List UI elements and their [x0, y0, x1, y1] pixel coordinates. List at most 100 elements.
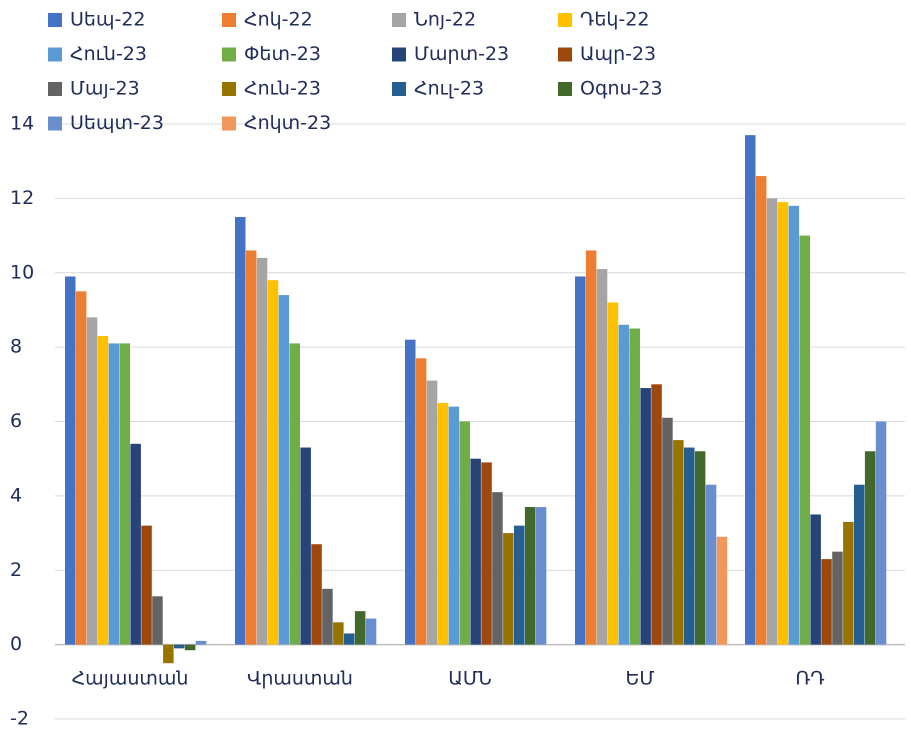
bar — [640, 388, 651, 645]
bar — [426, 380, 438, 645]
bar — [745, 135, 756, 645]
legend-swatch — [222, 47, 236, 62]
bar — [788, 205, 800, 645]
bar — [777, 202, 789, 645]
bar — [694, 451, 706, 645]
legend-label: Հոկտ-23 — [244, 112, 331, 134]
bar — [163, 644, 174, 664]
legend-swatch — [48, 47, 62, 62]
bar — [629, 328, 640, 645]
y-tick-label: 0 — [10, 633, 22, 655]
y-tick-label: 10 — [10, 261, 34, 283]
bar — [607, 302, 619, 645]
bar — [875, 421, 887, 645]
bar — [415, 358, 427, 645]
bar — [459, 421, 470, 645]
bar — [673, 440, 684, 645]
y-tick-label: 6 — [10, 410, 22, 432]
bar — [65, 276, 76, 645]
legend-label: Հոկ-22 — [244, 9, 313, 31]
legend-label: Փետ-23 — [244, 43, 321, 65]
legend-label: Դեկ-22 — [580, 9, 649, 31]
bar — [152, 596, 163, 645]
bar — [97, 335, 109, 645]
legend-label: Հուլ-23 — [414, 78, 484, 100]
legend-swatch — [392, 13, 406, 27]
legend-label: Մարտ-23 — [414, 43, 509, 65]
legend-label: Սեպ-22 — [70, 9, 146, 31]
legend-label: Օգոս-23 — [580, 78, 663, 100]
bar — [256, 257, 268, 645]
bar — [437, 402, 449, 645]
bar — [651, 384, 662, 645]
bar — [705, 484, 717, 645]
legend-label: Մայ-23 — [70, 78, 140, 100]
bar — [333, 622, 344, 645]
x-tick-label: Վրաստան — [247, 668, 353, 690]
bar — [492, 492, 503, 645]
bar — [278, 295, 290, 645]
bar — [596, 269, 608, 645]
bar — [300, 447, 311, 645]
bar — [141, 525, 152, 645]
bar — [716, 536, 728, 645]
bar — [195, 640, 207, 645]
legend-swatch — [222, 116, 236, 131]
bar — [514, 525, 525, 645]
y-tick-label: -2 — [10, 708, 29, 730]
bar — [684, 447, 695, 645]
legend-swatch — [48, 116, 62, 131]
y-tick-label: 12 — [10, 187, 34, 209]
legend-label: Նոյ-22 — [414, 9, 476, 31]
y-tick-label: 14 — [10, 113, 34, 135]
legend-swatch — [222, 13, 236, 27]
bar — [585, 250, 597, 645]
bar — [184, 644, 196, 651]
legend-swatch — [558, 47, 572, 62]
legend-swatch — [222, 82, 236, 96]
bar — [843, 521, 854, 645]
x-tick-label: Հայաստան — [72, 668, 189, 690]
bar — [289, 343, 300, 645]
bar — [535, 507, 547, 645]
bar — [864, 451, 876, 645]
bar — [311, 544, 322, 645]
x-tick-label: ԵՄ — [626, 668, 655, 690]
legend-swatch — [558, 82, 572, 96]
legend-label: Հուն-23 — [244, 78, 321, 100]
bar — [799, 235, 810, 645]
bar — [119, 343, 130, 645]
bar — [821, 559, 832, 645]
bar — [854, 484, 865, 645]
bar — [322, 588, 333, 645]
bar — [575, 276, 586, 645]
bar — [75, 291, 87, 645]
bar — [405, 339, 416, 645]
bar — [766, 198, 778, 645]
bar — [832, 551, 843, 645]
bar — [524, 507, 536, 645]
legend-swatch — [392, 82, 406, 96]
legend-label: Ապր-23 — [580, 43, 656, 65]
legend-label: Սեպտ-23 — [70, 112, 164, 134]
bar — [86, 317, 98, 645]
legend-swatch — [392, 47, 406, 62]
bar — [365, 618, 377, 645]
y-tick-label: 4 — [10, 484, 22, 506]
bar — [662, 417, 673, 645]
bar — [130, 443, 141, 645]
legend-swatch — [558, 13, 572, 27]
bar — [481, 462, 492, 645]
legend-swatch — [48, 82, 62, 96]
legend-swatch — [48, 13, 62, 27]
bar — [810, 514, 821, 645]
bar — [174, 644, 185, 649]
bar — [245, 250, 257, 645]
bar — [267, 280, 279, 645]
x-tick-label: ՌԴ — [795, 668, 824, 690]
bar — [618, 324, 630, 645]
bar — [108, 343, 120, 645]
legend-label: Հուն-23 — [70, 43, 147, 65]
bar — [354, 611, 366, 645]
